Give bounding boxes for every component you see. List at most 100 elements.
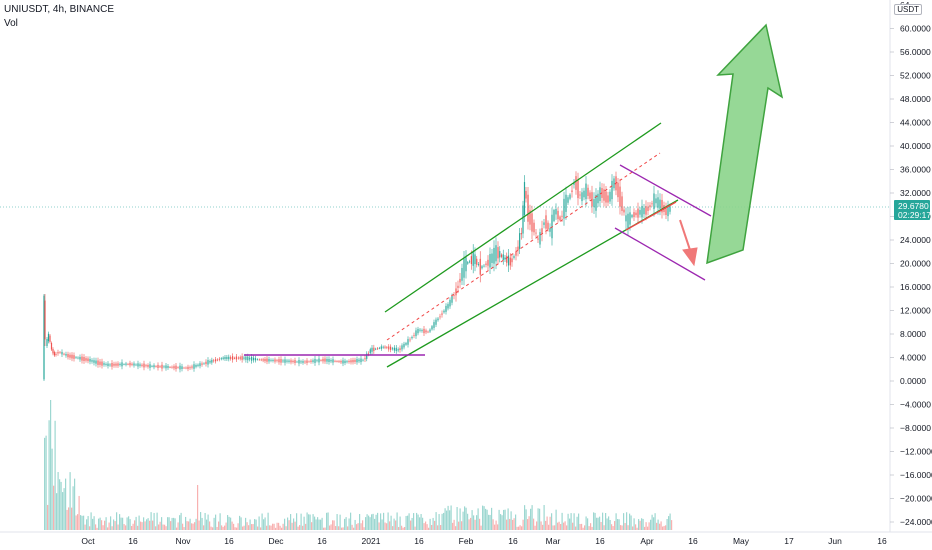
candle-body	[371, 347, 373, 352]
volume-bar	[318, 519, 320, 530]
candle-body	[409, 339, 411, 341]
volume-bar	[369, 517, 371, 530]
volume-bar	[446, 510, 448, 530]
volume-bar	[362, 520, 364, 530]
volume-bar	[458, 521, 460, 530]
volume-bar	[395, 520, 397, 530]
volume-bar	[375, 514, 377, 530]
volume-bar	[618, 519, 620, 530]
currency-badge[interactable]: USDT	[894, 4, 922, 15]
candle-body	[461, 267, 463, 281]
price-tick-label: −4.0000	[900, 400, 931, 410]
volume-bar	[438, 514, 440, 530]
candle-body	[89, 358, 91, 362]
candle-body	[252, 357, 255, 361]
candle-body	[310, 360, 312, 362]
volume-bar	[521, 526, 523, 530]
volume-bars	[44, 400, 673, 530]
volume-bar	[201, 517, 203, 530]
volume-bar	[428, 527, 430, 530]
price-axis[interactable]: 60.0000 56.0000 52.0000 48.0000 44.0000 40.00…	[890, 0, 932, 527]
volume-bar	[465, 507, 467, 530]
time-tick-label: 16	[508, 536, 518, 546]
volume-bar	[501, 515, 503, 530]
candle-body	[245, 356, 247, 360]
candle-body	[338, 361, 340, 362]
candle-body	[575, 176, 577, 190]
candle-body	[249, 357, 251, 360]
volume-bar	[374, 518, 376, 530]
volume-bar	[119, 514, 121, 530]
volume-bar	[210, 526, 212, 530]
volume-bar	[147, 518, 149, 530]
volume-bar	[422, 517, 424, 530]
time-axis[interactable]: Oct 16 Nov 16 Dec 16 2021 16 Feb 16 Mar 16 Apr 16 May 1…	[81, 536, 887, 546]
volume-bar	[75, 515, 77, 530]
candle-body	[201, 363, 203, 365]
candle-body	[147, 365, 149, 367]
volume-bar	[531, 505, 533, 530]
volume-bar	[381, 519, 383, 530]
candle-body	[647, 206, 649, 211]
volume-bar	[93, 516, 95, 530]
volume-bar	[477, 508, 479, 530]
candle-body	[113, 363, 115, 366]
candle-body	[220, 358, 222, 360]
volume-bar	[92, 518, 94, 530]
volume-bar	[333, 520, 335, 530]
volume-bar	[317, 517, 319, 530]
candle-body	[451, 296, 453, 303]
candle-body	[378, 347, 381, 349]
volume-bar	[429, 518, 431, 530]
volume-bar	[83, 515, 85, 530]
volume-bar	[536, 521, 538, 530]
candle-body	[631, 215, 633, 218]
candle-body	[247, 356, 249, 361]
volume-bar	[558, 521, 560, 530]
symbol-title[interactable]: UNIUSDT, 4h, BINANCE	[4, 4, 115, 15]
volume-bar	[200, 512, 202, 530]
volume-bar	[272, 523, 274, 530]
time-tick-label: 16	[595, 536, 605, 546]
candle-body	[125, 363, 127, 365]
candle-body	[439, 316, 441, 318]
volume-bar	[399, 516, 401, 530]
volume-bar	[323, 527, 325, 530]
volume-bar	[410, 520, 412, 530]
volume-bar	[564, 521, 566, 530]
candle-body	[543, 222, 545, 225]
candle-body	[306, 360, 308, 363]
candle-body	[103, 363, 105, 365]
volume-bar	[444, 508, 446, 530]
volume-bar	[228, 516, 230, 530]
volume-bar	[414, 526, 416, 530]
volume-bar	[86, 519, 88, 530]
candle-body	[384, 346, 386, 348]
volume-bar	[447, 505, 449, 530]
candle-body	[545, 215, 547, 229]
candle-body	[264, 358, 266, 362]
candle-body	[611, 180, 613, 200]
volume-bar	[659, 523, 661, 530]
candle-body	[157, 364, 159, 368]
candle-body	[507, 255, 510, 266]
volume-bar	[648, 522, 650, 530]
candle-body	[470, 256, 472, 265]
volume-bar	[342, 527, 344, 530]
candle-body	[433, 322, 435, 328]
volume-bar	[492, 519, 494, 530]
candle-body	[474, 254, 476, 265]
candle-body	[320, 360, 322, 362]
volume-bar	[321, 517, 323, 530]
volume-bar	[396, 512, 398, 530]
candle-body	[360, 358, 362, 363]
volume-bar	[155, 526, 157, 530]
candle-body	[199, 363, 201, 367]
volume-bar	[467, 513, 469, 530]
volume-bar	[69, 472, 71, 530]
volume-bar	[143, 517, 145, 530]
volume-label[interactable]: Vol	[4, 18, 18, 29]
volume-bar	[252, 524, 254, 530]
candle-body	[613, 178, 615, 189]
